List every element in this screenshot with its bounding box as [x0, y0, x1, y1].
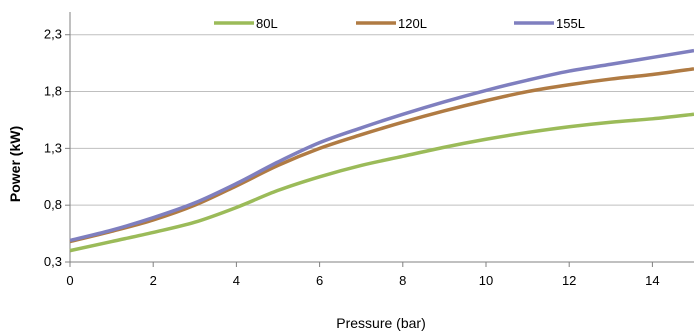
- axes: [65, 12, 694, 267]
- x-tick-label: 8: [399, 273, 406, 288]
- x-tick-label: 12: [562, 273, 576, 288]
- gridlines: [70, 34, 694, 206]
- x-axis-title: Pressure (bar): [336, 315, 425, 331]
- x-tick-label: 4: [233, 273, 240, 288]
- x-tick-label: 2: [150, 273, 157, 288]
- legend-label-80L: 80L: [256, 16, 278, 31]
- legend: 80L 120L 155L: [214, 16, 585, 31]
- y-tick-label: 0,3: [44, 254, 62, 269]
- x-tick-label: 14: [645, 273, 659, 288]
- y-tick-label: 1,3: [44, 140, 62, 155]
- legend-label-120L: 120L: [398, 16, 427, 31]
- y-tick-labels: 0,3 0,8 1,3 1,8 2,3: [44, 27, 62, 269]
- y-tick-label: 2,3: [44, 27, 62, 42]
- x-tick-label: 10: [479, 273, 493, 288]
- series-line-120L: [69, 67, 694, 244]
- x-tick-label: 6: [316, 273, 323, 288]
- series-line-80L: [69, 112, 694, 253]
- y-tick-label: 1,8: [44, 84, 62, 99]
- x-tick-labels: 0 2 4 6 8 10 12 14: [66, 273, 659, 288]
- legend-label-155L: 155L: [556, 16, 585, 31]
- x-tick-label: 0: [66, 273, 73, 288]
- series-lines: [69, 48, 694, 253]
- y-tick-label: 0,8: [44, 197, 62, 212]
- y-axis-title: Power (kW): [7, 126, 23, 202]
- series-line-155L: [69, 48, 694, 243]
